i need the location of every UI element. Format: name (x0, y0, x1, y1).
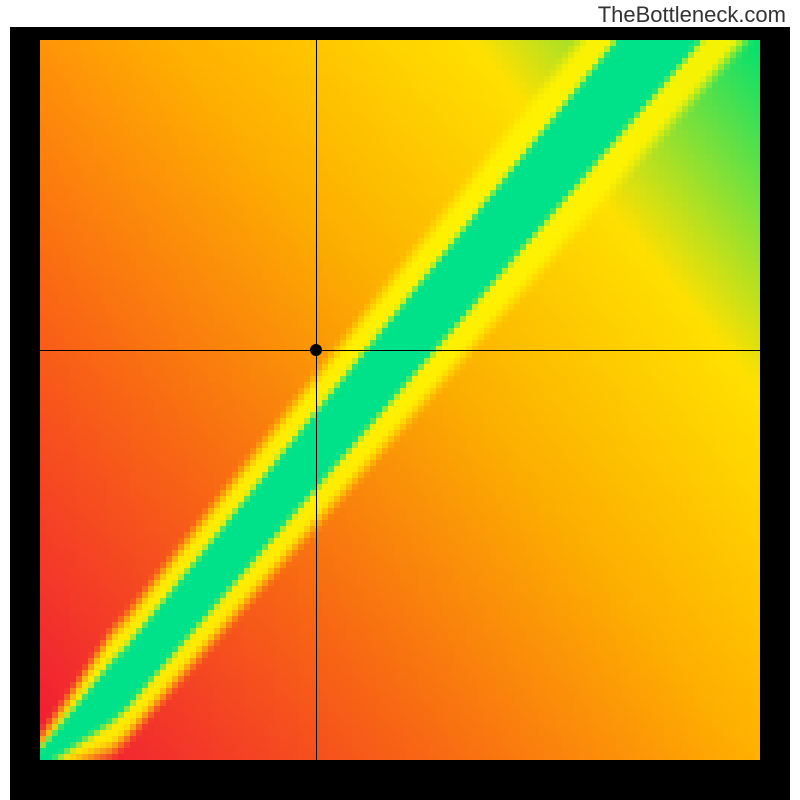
crosshair-horizontal (40, 350, 760, 351)
watermark-label: TheBottleneck.com (598, 2, 786, 28)
marker-dot (310, 344, 322, 356)
chart-container: TheBottleneck.com (0, 0, 800, 800)
plot-frame (10, 27, 790, 800)
crosshair-vertical (316, 40, 317, 760)
heatmap-canvas (40, 40, 760, 760)
